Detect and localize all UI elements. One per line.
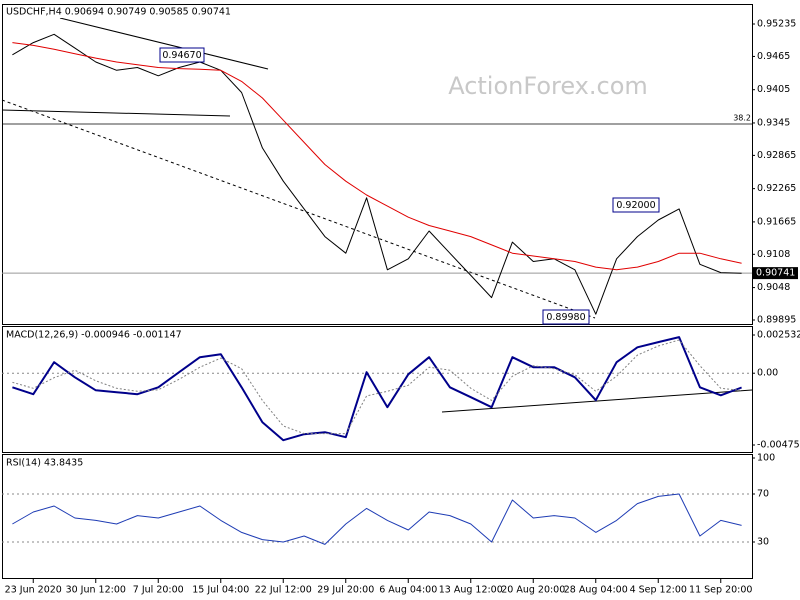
- x-tick-label: 20 Aug 20:00: [501, 585, 565, 596]
- watermark: ActionForex.com: [448, 72, 648, 100]
- annotation: 0.89980: [546, 312, 585, 323]
- x-tick-label: 30 Jun 12:00: [66, 585, 126, 596]
- y-tick-label: 0.00: [757, 368, 778, 379]
- y-tick-label: -0.004756: [757, 440, 800, 451]
- y-tick-label: 0.9048: [757, 282, 790, 293]
- x-tick-label: 28 Aug 04:00: [564, 585, 628, 596]
- y-tick-label: 0.91665: [757, 216, 796, 227]
- x-tick-label: 13 Aug 12:00: [439, 585, 503, 596]
- macd-panel: [2, 326, 753, 453]
- y-tick-label: 30: [757, 537, 769, 548]
- x-tick-label: 7 Jul 20:00: [133, 585, 184, 596]
- y-tick-label: 100: [757, 453, 775, 464]
- last-price-label: 0.90741: [756, 268, 795, 279]
- series-line: [12, 336, 742, 442]
- annotation: 0.94670: [162, 50, 201, 61]
- annotation-box: [612, 197, 660, 213]
- series-line: [12, 33, 742, 315]
- annotation: 38.2: [733, 114, 751, 123]
- x-tick-label: 11 Sep 20:00: [689, 585, 752, 596]
- series-line: [12, 42, 742, 271]
- title-bg: [3, 5, 261, 18]
- annotation: 0.92000: [616, 200, 655, 211]
- y-tick-label: 0.9465: [757, 51, 790, 62]
- rsi-title: RSI(14) 43.8435: [6, 458, 83, 469]
- y-tick-label: 70: [757, 489, 769, 500]
- x-tick-label: 15 Jul 04:00: [192, 585, 249, 596]
- trend-line: [441, 389, 753, 413]
- chart-title: USDCHF,H4 0.90694 0.90749 0.90585 0.9074…: [6, 7, 231, 18]
- trend-line: [59, 17, 269, 70]
- y-tick-label: 0.9108: [757, 249, 790, 260]
- macd-title: MACD(12,26,9) -0.000946 -0.001147: [6, 330, 182, 341]
- y-tick-label: 0.9345: [757, 117, 790, 128]
- x-tick-label: 22 Jul 12:00: [255, 585, 312, 596]
- y-tick-label: 0.92265: [757, 183, 796, 194]
- annotation-box: [542, 309, 590, 325]
- series-layer: [2, 33, 752, 545]
- y-tick-label: 0.89895: [757, 315, 796, 326]
- rsi-panel: [2, 454, 753, 579]
- y-tick-label: 0.92865: [757, 150, 796, 161]
- x-tick-label: 4 Sep 12:00: [630, 585, 687, 596]
- trend-line: [1, 109, 231, 117]
- y-tick-label: 0.9405: [757, 84, 790, 95]
- annotation-box: [159, 47, 205, 63]
- x-tick-label: 6 Aug 04:00: [379, 585, 437, 596]
- series-line: [12, 493, 742, 545]
- last-price-box: [753, 267, 798, 280]
- x-tick-label: 29 Jul 20:00: [317, 585, 374, 596]
- y-tick-label: 0.95235: [757, 19, 796, 30]
- series-line: [12, 339, 742, 435]
- y-tick-label: 0.002532: [757, 330, 800, 341]
- price-panel: [2, 4, 753, 325]
- x-tick-label: 23 Jun 2020: [5, 585, 62, 596]
